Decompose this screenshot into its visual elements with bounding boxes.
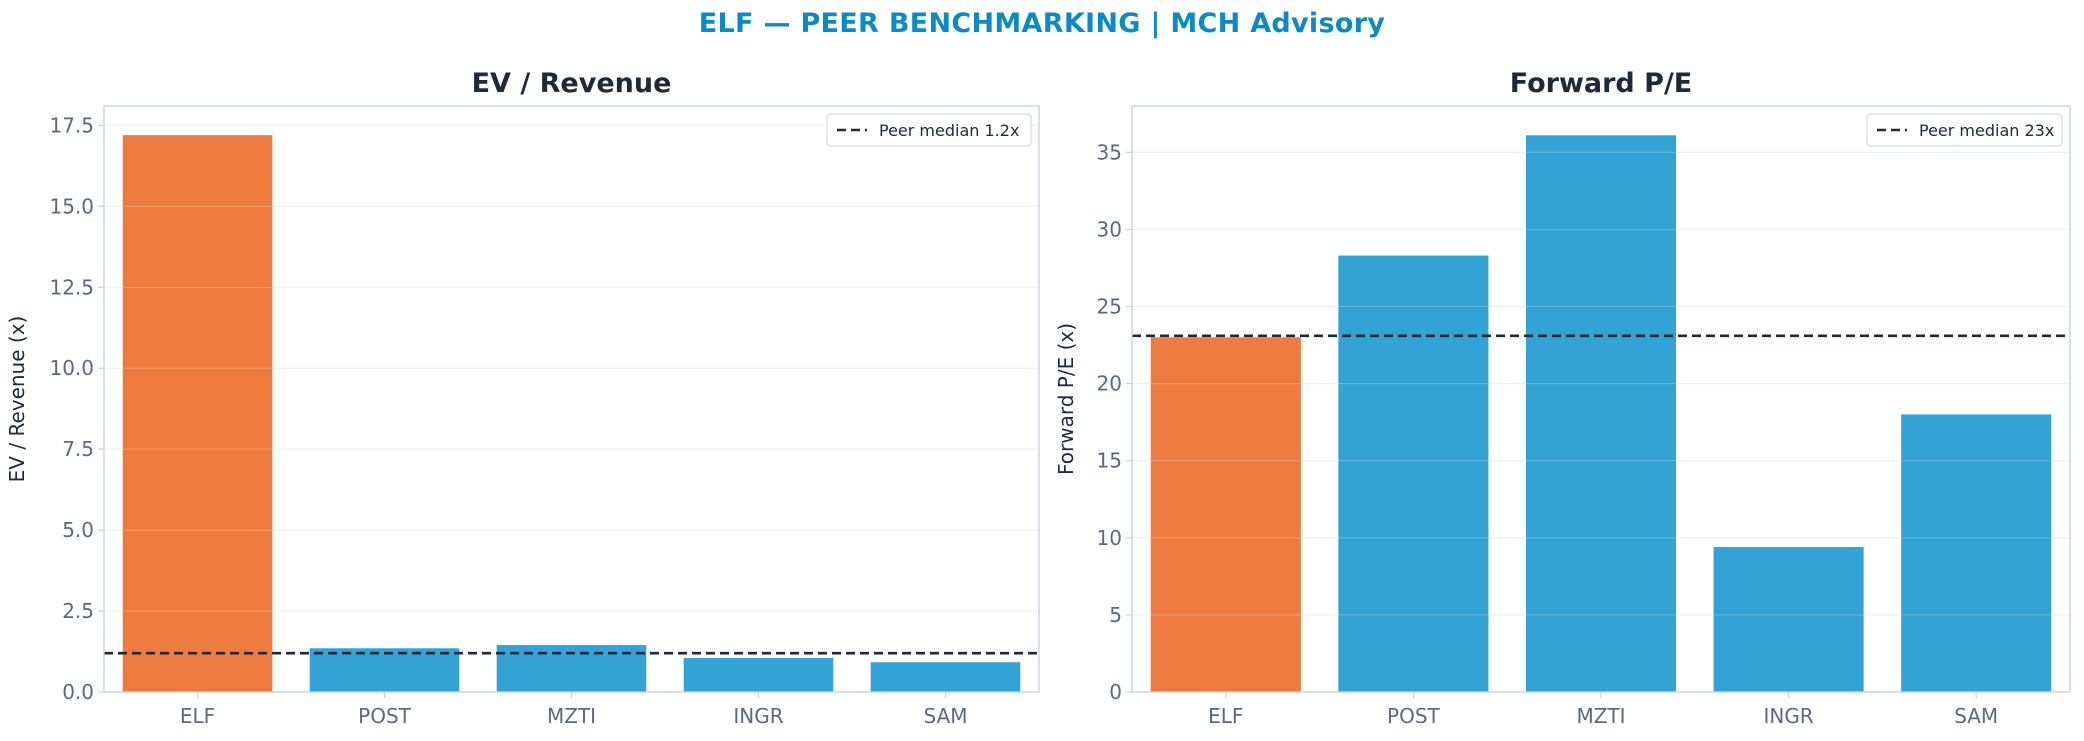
x-tick-label: SAM bbox=[923, 704, 967, 728]
y-tick-label: 2.5 bbox=[62, 599, 94, 623]
figure-title: ELF — PEER BENCHMARKING | MCH Advisory bbox=[698, 8, 1386, 39]
legend-box bbox=[1866, 113, 2063, 147]
x-tick-label: MZTI bbox=[547, 704, 596, 728]
y-tick-label: 5 bbox=[1109, 603, 1122, 627]
legend-box bbox=[826, 113, 1032, 147]
bar-mzti bbox=[1525, 135, 1677, 693]
bar-elf bbox=[122, 135, 273, 692]
y-tick-label: 35 bbox=[1097, 140, 1122, 164]
y-tick-label: 15.0 bbox=[49, 194, 94, 218]
y-tick-label: 0.0 bbox=[62, 680, 94, 704]
x-tick-label: INGR bbox=[733, 704, 783, 728]
bar-sam bbox=[1901, 414, 2052, 692]
y-tick-label: 25 bbox=[1097, 294, 1122, 318]
x-tick-label: ELF bbox=[180, 704, 215, 728]
axes-frame bbox=[103, 105, 1040, 693]
x-tick-label: INGR bbox=[1763, 704, 1813, 728]
y-tick-label: 15 bbox=[1097, 449, 1122, 473]
bar-sam bbox=[870, 662, 1021, 692]
forward-pe-panel: ELF POST MZTI INGR SAM 0 5 10 15 20 25 30 35 Forward … bbox=[1054, 68, 2071, 728]
y-tick-label: 20 bbox=[1097, 372, 1122, 396]
x-tick-label: MZTI bbox=[1576, 704, 1625, 728]
y-tick-label: 12.5 bbox=[49, 275, 94, 299]
bar-ingr bbox=[1713, 547, 1864, 692]
y-axis-label: EV / Revenue (x) bbox=[5, 316, 29, 483]
ev-revenue-panel: ELF POST MZTI INGR SAM 0.0 2.5 5.0 7.5 10.0 12.5 15… bbox=[5, 68, 1040, 728]
x-tick-label: SAM bbox=[1954, 704, 1998, 728]
bar-post bbox=[1338, 255, 1489, 692]
bar-ingr bbox=[683, 658, 834, 692]
y-tick-label: 0 bbox=[1109, 680, 1122, 704]
bar-post bbox=[309, 648, 460, 692]
y-tick-label: 7.5 bbox=[62, 437, 94, 461]
bar-elf bbox=[1150, 337, 1301, 692]
y-tick-label: 5.0 bbox=[62, 518, 94, 542]
panel-title: EV / Revenue bbox=[472, 68, 672, 99]
x-tick-label: ELF bbox=[1208, 704, 1243, 728]
legend-median-label: Peer median 23x bbox=[1919, 121, 2054, 140]
panel-title: Forward P/E bbox=[1510, 68, 1693, 99]
y-tick-label: 17.5 bbox=[49, 113, 94, 137]
y-tick-label: 10 bbox=[1097, 526, 1122, 550]
y-tick-label: 10.0 bbox=[49, 356, 94, 380]
legend-median-label: Peer median 1.2x bbox=[879, 121, 1019, 140]
x-tick-label: POST bbox=[1387, 704, 1440, 728]
y-axis-label: Forward P/E (x) bbox=[1054, 323, 1078, 475]
axes-frame bbox=[1131, 105, 2071, 693]
y-tick-label: 30 bbox=[1097, 217, 1122, 241]
x-tick-label: POST bbox=[358, 704, 411, 728]
